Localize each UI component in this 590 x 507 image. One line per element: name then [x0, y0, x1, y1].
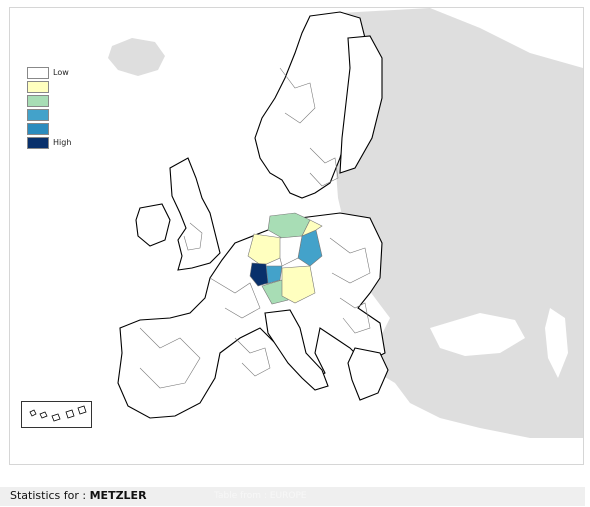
region-bavaria [281, 265, 316, 304]
finland[interactable] [339, 35, 383, 174]
legend-item [27, 123, 147, 135]
legend-label: High [53, 138, 72, 147]
legend-item [27, 81, 147, 93]
region-outlines [139, 67, 371, 389]
germany-regions[interactable] [247, 212, 323, 305]
legend-item: Low [27, 67, 147, 79]
caspian-sea [545, 308, 568, 378]
ireland[interactable] [135, 203, 171, 247]
statistics-caption: Statistics for : METZLER [10, 489, 147, 503]
legend-swatch [27, 81, 49, 93]
legend-swatch [27, 67, 49, 79]
legend-item [27, 109, 147, 121]
legend-item [27, 95, 147, 107]
legend-label: Low [53, 68, 69, 77]
legend-swatch [27, 123, 49, 135]
region-north-east-germany [301, 219, 323, 237]
russia-landmass [335, 8, 583, 438]
canary-islands-map [29, 405, 87, 422]
statistics-entity: METZLER [89, 489, 147, 502]
table-source-label: Table from : EUROPE [214, 491, 307, 501]
legend-swatch [27, 109, 49, 121]
black-sea [430, 313, 525, 356]
legend-swatch [27, 137, 49, 149]
region-central-germany [279, 235, 303, 267]
iceland [108, 38, 165, 76]
region-south-germany [261, 279, 289, 305]
region-northwest-germany [247, 233, 283, 267]
map-panel: Low High [9, 7, 584, 465]
greece[interactable] [347, 347, 389, 401]
legend-item: High [27, 137, 147, 149]
italy[interactable] [264, 309, 329, 391]
region-southwest-germany [249, 262, 269, 287]
great-britain[interactable] [169, 157, 221, 271]
canary-islands-inset [21, 401, 92, 428]
europe-map[interactable] [10, 8, 583, 464]
statistics-footer: Statistics for : METZLER Table from : EU… [0, 487, 585, 506]
legend-swatch [27, 95, 49, 107]
statistics-prefix: Statistics for : [10, 489, 90, 502]
